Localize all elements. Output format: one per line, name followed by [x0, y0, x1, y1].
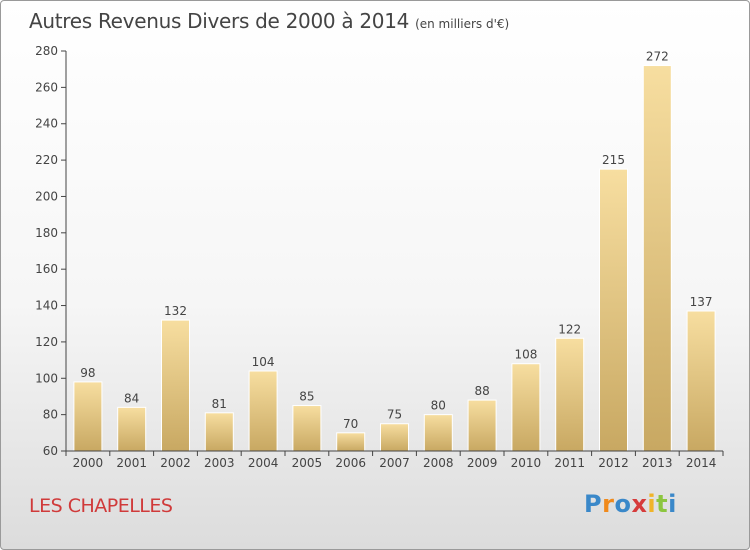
commune-name: LES CHAPELLES	[29, 495, 173, 517]
bar-value-label: 81	[212, 397, 227, 411]
bar-value-label: 98	[80, 366, 95, 380]
chart-title-unit: (en milliers d'€)	[415, 17, 510, 31]
x-tick-label: 2007	[379, 456, 410, 470]
x-tick-label: 2005	[292, 456, 323, 470]
bar-value-label: 132	[164, 304, 187, 318]
x-tick-label: 2000	[73, 456, 104, 470]
bar-2001	[117, 406, 147, 452]
logo-letter: t	[656, 490, 669, 518]
bar-2007	[380, 423, 409, 452]
logo-letter: i	[647, 490, 657, 518]
bar-value-label: 104	[252, 355, 275, 369]
bar-value-label: 137	[690, 295, 713, 309]
x-tick-label: 2013	[642, 456, 673, 470]
bar-2002	[161, 319, 190, 452]
bar-2013	[642, 65, 672, 452]
y-tick-label: 60	[43, 444, 58, 458]
bar-value-label: 122	[558, 322, 581, 336]
bar-2006	[336, 432, 366, 452]
chart-title: Autres Revenus Divers de 2000 à 2014 (en …	[29, 9, 509, 33]
axes-group: 60 80 100 120 140 160 180 200 220 240 260 280 2000 20…	[35, 44, 724, 470]
bar-2014	[686, 310, 716, 452]
y-tick-label: 80	[43, 408, 58, 422]
bar-value-label: 80	[431, 399, 446, 413]
bar-value-label: 75	[387, 408, 402, 422]
y-tick-label: 200	[35, 189, 58, 203]
y-tick-label: 120	[35, 335, 58, 349]
bar-value-label: 272	[646, 50, 669, 64]
y-tick-label: 260	[35, 80, 58, 94]
x-tick-label: 2009	[467, 456, 498, 470]
bar-value-label: 70	[343, 417, 358, 431]
x-tick-label: 2004	[248, 456, 279, 470]
y-tick-label: 160	[35, 262, 58, 276]
bar-2010	[511, 363, 541, 452]
bar-2012	[599, 168, 628, 452]
bars-group: 98 84 132 81 104 85 70 75 80 88 108 122 215 272 137	[73, 50, 716, 452]
bar-value-label: 85	[299, 390, 314, 404]
bar-2000	[73, 381, 103, 452]
x-tick-label: 2010	[511, 456, 542, 470]
bar-2005	[292, 405, 322, 452]
x-tick-label: 2002	[160, 456, 191, 470]
y-tick-label: 140	[35, 299, 58, 313]
bar-2011	[555, 337, 585, 452]
x-tick-label: 2014	[686, 456, 717, 470]
y-tick-label: 280	[35, 44, 58, 58]
y-tick-label: 220	[35, 153, 58, 167]
logo-letter: x	[631, 490, 648, 518]
logo-letter: o	[614, 490, 632, 518]
proxiti-logo: Proxiti	[584, 490, 677, 518]
logo-letter: P	[584, 490, 603, 518]
bar-2004	[248, 370, 278, 452]
x-tick-label: 2003	[204, 456, 235, 470]
x-tick-label: 2008	[423, 456, 454, 470]
logo-letter: r	[602, 490, 615, 518]
logo-letter: i	[668, 490, 677, 518]
x-tick-label: 2001	[116, 456, 147, 470]
bar-2008	[423, 414, 453, 452]
chart-title-main: Autres Revenus Divers de 2000 à 2014	[29, 9, 410, 33]
x-tick-label: 2006	[335, 456, 366, 470]
bar-2009	[467, 399, 497, 452]
x-tick-label: 2011	[554, 456, 585, 470]
bar-2003	[204, 412, 234, 452]
x-tick-label: 2012	[598, 456, 629, 470]
bar-value-label: 88	[474, 384, 489, 398]
y-tick-label: 180	[35, 226, 58, 240]
bar-value-label: 215	[602, 153, 625, 167]
bar-value-label: 108	[514, 348, 537, 362]
bar-value-label: 84	[124, 391, 139, 405]
y-tick-label: 100	[35, 371, 58, 385]
y-tick-label: 240	[35, 117, 58, 131]
